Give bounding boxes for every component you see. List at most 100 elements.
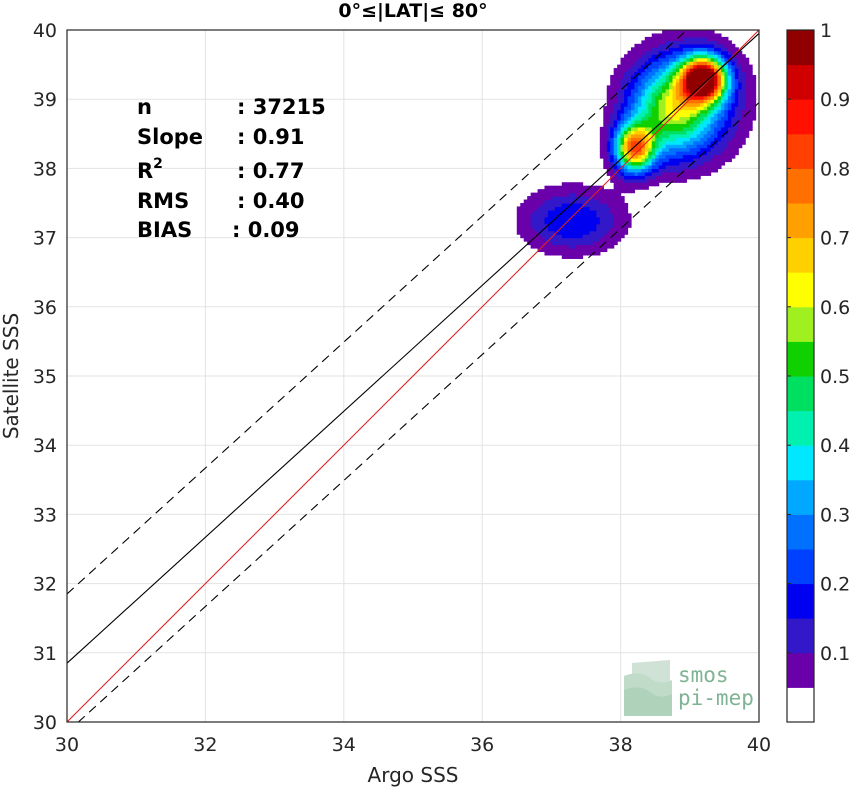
density-cell <box>679 43 684 48</box>
density-cell <box>665 88 670 93</box>
density-cell <box>658 175 663 180</box>
y-tick-label: 35 <box>33 366 57 388</box>
density-cell <box>554 244 559 249</box>
density-cell <box>648 123 653 128</box>
density-cell <box>682 161 687 166</box>
density-cell <box>727 154 732 159</box>
density-cell <box>710 78 715 83</box>
density-cell <box>596 223 601 228</box>
density-cell <box>592 185 597 190</box>
density-cell <box>707 43 712 48</box>
density-cell <box>610 237 615 242</box>
density-cell <box>620 85 625 90</box>
density-cell <box>707 57 712 62</box>
density-cell <box>544 227 549 232</box>
density-cell <box>717 102 722 107</box>
density-cell <box>575 244 580 249</box>
y-tick-label: 36 <box>33 297 57 319</box>
density-cell <box>682 54 687 59</box>
density-cell <box>651 81 656 86</box>
density-cell <box>745 102 750 107</box>
density-cell <box>613 178 618 183</box>
density-cell <box>741 57 746 62</box>
density-cell <box>651 102 656 107</box>
density-cell <box>672 119 677 125</box>
density-cell <box>627 161 632 166</box>
density-cell <box>579 185 584 190</box>
density-cell <box>689 109 694 114</box>
density-cell <box>665 61 670 66</box>
density-cell <box>586 189 591 194</box>
density-cell <box>551 237 556 242</box>
density-cell <box>682 137 687 142</box>
density-cell <box>544 209 549 214</box>
density-cell <box>700 144 705 149</box>
density-cell <box>651 137 656 142</box>
density-cell <box>700 164 705 169</box>
density-cell <box>544 223 549 228</box>
density-cell <box>679 144 684 149</box>
density-cell <box>689 71 694 76</box>
density-cell <box>627 140 632 145</box>
density-cell <box>644 164 649 169</box>
density-cell <box>675 133 681 138</box>
density-cell <box>665 154 670 159</box>
density-cell <box>707 85 712 90</box>
density-cell <box>693 147 698 152</box>
density-cell <box>624 102 629 107</box>
density-cell <box>731 95 736 100</box>
density-cell <box>630 74 636 80</box>
density-cell <box>741 64 746 69</box>
density-cell <box>568 251 573 256</box>
density-cell <box>731 116 736 121</box>
density-cell <box>658 54 663 59</box>
density-cell <box>624 230 629 235</box>
colorbar-tick-labels: 0.10.20.30.40.50.60.70.80.91 <box>787 20 850 665</box>
density-cell <box>658 71 663 76</box>
density-cell <box>603 192 608 197</box>
density-cell <box>675 147 681 152</box>
density-cell <box>589 237 594 242</box>
density-cell <box>675 126 681 131</box>
density-cell <box>727 64 732 69</box>
density-cell <box>641 164 646 169</box>
density-cell <box>648 95 653 100</box>
density-cell <box>741 126 746 131</box>
density-cell <box>710 106 715 111</box>
density-cell <box>686 54 691 59</box>
density-cell <box>641 140 646 145</box>
density-cell <box>675 88 681 93</box>
density-cell <box>669 133 674 138</box>
density-cell <box>582 241 587 246</box>
density-cell <box>686 61 691 66</box>
density-cell <box>693 137 698 142</box>
density-cell <box>558 196 563 201</box>
density-cell <box>630 61 636 66</box>
density-cell <box>641 130 646 135</box>
density-cell <box>727 109 732 114</box>
density-cell <box>700 116 705 121</box>
density-cell <box>748 68 753 73</box>
density-cell <box>544 237 549 242</box>
density-cell <box>516 216 521 221</box>
density-cell <box>686 161 691 166</box>
density-cell <box>637 92 642 97</box>
density-cell <box>669 168 674 173</box>
density-cell <box>582 251 587 256</box>
density-cell <box>675 57 681 62</box>
density-cell <box>613 68 618 73</box>
colorbar-tick-label: 0.8 <box>820 158 850 180</box>
density-cell <box>634 178 639 183</box>
density-cell <box>586 244 591 249</box>
density-cell <box>731 74 736 80</box>
density-cell <box>741 133 746 138</box>
density-cell <box>620 161 625 166</box>
density-cell <box>651 144 656 149</box>
density-cell <box>624 126 629 131</box>
density-cell <box>658 81 663 86</box>
density-cell <box>707 137 712 142</box>
density-cell <box>700 40 705 45</box>
density-cell <box>724 154 729 159</box>
density-cell <box>686 133 691 138</box>
density-cell <box>696 74 701 80</box>
